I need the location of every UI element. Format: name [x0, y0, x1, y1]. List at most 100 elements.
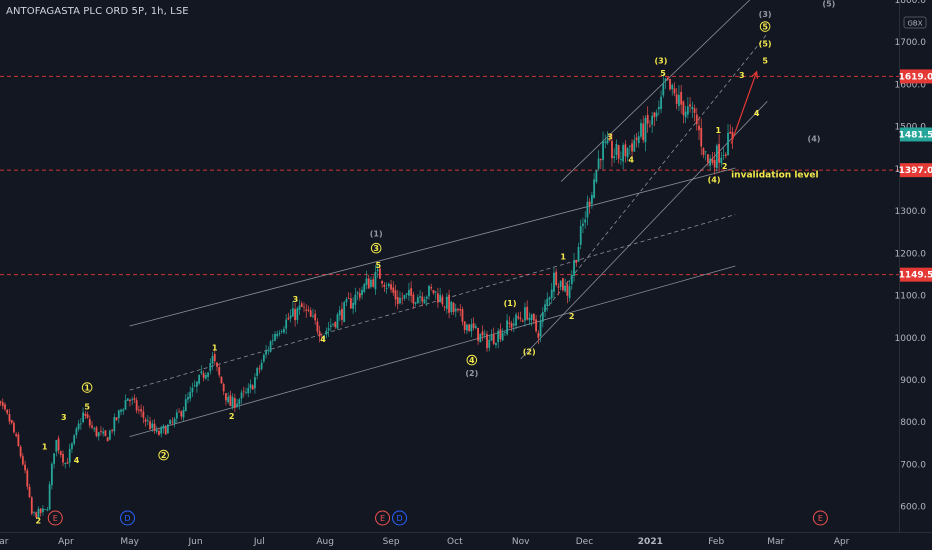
- candle-body: [414, 302, 417, 304]
- candle-body: [345, 299, 348, 303]
- y-tick-label[interactable]: 1100.0: [895, 292, 927, 302]
- candle-body: [287, 317, 290, 320]
- candle-body: [91, 425, 93, 428]
- x-tick-label[interactable]: Feb: [708, 537, 724, 547]
- candle-body: [238, 399, 241, 405]
- candle-body: [198, 374, 201, 384]
- candle-body: [370, 279, 372, 287]
- x-tick-label[interactable]: Oct: [447, 537, 463, 547]
- price-level-plate-bg: [900, 267, 932, 282]
- candle-body: [131, 399, 134, 401]
- candle-body: [669, 78, 671, 90]
- candle-body: [142, 411, 145, 418]
- currency-label: GBX: [907, 20, 922, 28]
- candle-body: [633, 140, 636, 152]
- candle-body: [129, 399, 131, 402]
- candle-body: [628, 146, 631, 147]
- candle-body: [405, 293, 408, 295]
- candle-body: [278, 333, 281, 334]
- candle-body: [113, 417, 116, 432]
- wave-label: 1: [212, 343, 218, 352]
- candle-body: [680, 91, 683, 105]
- x-tick-label[interactable]: Sep: [383, 537, 400, 547]
- price-level-plate: 1149.5: [899, 267, 932, 282]
- x-tick-label[interactable]: 2021: [638, 537, 663, 547]
- x-tick-label[interactable]: Nov: [512, 537, 530, 547]
- candle-body: [657, 106, 660, 110]
- y-tick-label[interactable]: 700.0: [900, 460, 926, 470]
- candle-body: [97, 432, 100, 437]
- x-tick-label[interactable]: Dec: [576, 537, 593, 547]
- candle-body: [361, 289, 363, 296]
- candle-body: [137, 409, 140, 411]
- y-tick-label[interactable]: 1300.0: [895, 207, 927, 217]
- candle-body: [555, 271, 558, 286]
- y-tick-label[interactable]: 1200.0: [895, 249, 927, 259]
- x-tick-label[interactable]: Jun: [187, 537, 202, 547]
- x-tick-label[interactable]: Apr: [834, 537, 850, 547]
- candle-body: [365, 278, 368, 285]
- x-tick-label[interactable]: May: [120, 537, 139, 547]
- candle-body: [283, 328, 285, 333]
- candle-body: [225, 393, 227, 401]
- candle-body: [251, 385, 254, 390]
- wave-label: 3: [739, 71, 745, 80]
- candle-body: [229, 395, 232, 407]
- candle-body: [35, 512, 38, 518]
- time-axis[interactable]: Mar Apr May Jun Jul Aug Sep Oct Nov Dec 2021 Feb Mar…: [0, 537, 850, 547]
- y-tick-label[interactable]: 1700.0: [895, 38, 927, 48]
- candle-body: [530, 314, 533, 321]
- candle-body: [164, 427, 167, 435]
- y-tick-label[interactable]: 1000.0: [895, 334, 927, 344]
- candle-body: [434, 291, 437, 293]
- candle-body: [305, 309, 308, 311]
- y-tick-label[interactable]: 900.0: [900, 376, 926, 386]
- candle-body: [673, 88, 676, 94]
- candle-body: [316, 321, 319, 332]
- candle-body: [715, 145, 718, 169]
- candle-body: [332, 323, 334, 325]
- y-tick-label[interactable]: 1600.0: [895, 80, 927, 90]
- candle-body: [559, 280, 562, 287]
- x-tick-label[interactable]: Jul: [253, 537, 265, 547]
- candle-body: [448, 294, 450, 313]
- candle-body: [626, 148, 629, 158]
- wave-circle: [81, 382, 93, 393]
- y-tick-label[interactable]: 600.0: [900, 503, 926, 513]
- y-tick-label[interactable]: 1800.0: [895, 0, 927, 6]
- candle-body: [666, 77, 669, 80]
- candle-body: [265, 351, 267, 355]
- candle-body: [553, 272, 555, 292]
- candle-body: [376, 269, 379, 272]
- candle-body: [573, 260, 575, 276]
- candle-body: [173, 418, 176, 424]
- x-tick-label[interactable]: Apr: [58, 537, 74, 547]
- y-tick-label[interactable]: 800.0: [900, 418, 926, 428]
- candle-body: [392, 287, 395, 293]
- candle-body: [403, 294, 406, 299]
- candle-body: [452, 302, 455, 313]
- candle-body: [155, 429, 158, 432]
- candle-body: [461, 309, 464, 322]
- candle-body: [686, 106, 689, 115]
- candle-body: [149, 421, 151, 430]
- wave-label: 1: [84, 384, 90, 393]
- candle-body: [307, 309, 310, 311]
- candle-body: [577, 247, 580, 262]
- candle-body: [367, 278, 370, 289]
- x-tick-label[interactable]: Aug: [316, 537, 334, 547]
- candle-body: [37, 508, 40, 519]
- x-tick-label[interactable]: Mar: [767, 537, 784, 547]
- candle-body: [684, 111, 687, 118]
- last-price-plate: 1481.5: [899, 127, 932, 142]
- candle-body: [608, 140, 611, 142]
- wave-label: 4: [628, 156, 634, 165]
- event-marker-circle: [392, 510, 408, 526]
- x-tick-label[interactable]: Mar: [0, 537, 9, 547]
- candle-body: [17, 434, 20, 447]
- candle-body: [102, 431, 105, 434]
- candle-body: [470, 324, 473, 332]
- candle-body: [693, 108, 696, 113]
- candle-body: [450, 301, 453, 312]
- candle-body: [202, 373, 205, 378]
